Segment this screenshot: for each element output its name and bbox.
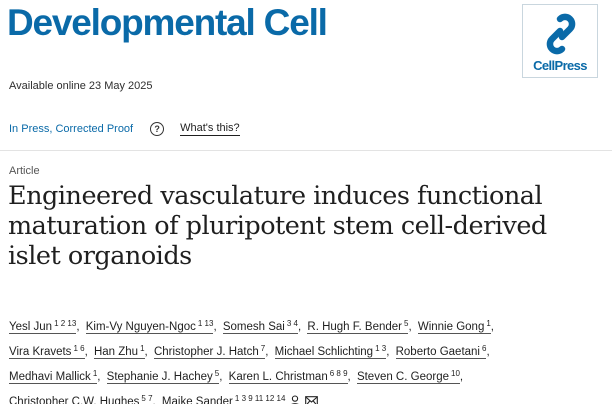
author-link[interactable]: Stephanie J. Hachey 5 [106,369,220,384]
article-title-line: Engineered vasculature induces functiona… [8,181,543,211]
author-link[interactable]: Medhavi Mallick 1 [9,369,98,384]
article-status-row: In Press, Corrected Proof ? What's this? [9,121,240,137]
author-link[interactable]: Christopher J. Hatch 7 [153,344,266,359]
question-circle-icon[interactable]: ? [150,122,165,136]
author-link[interactable]: Winnie Gong 1 [417,319,491,334]
author-link[interactable]: Michael Schlichting 1 3 [274,344,387,359]
article-type: Article [9,165,40,177]
article-title: Engineered vasculature induces functiona… [8,181,608,271]
article-title-line: islet organoids [8,241,192,271]
article-title-line: maturation of pluripotent stem cell-deri… [8,211,547,241]
author-link[interactable]: Christopher C.W. Hughes 5 7 [9,394,153,404]
availability-date: Available online 23 May 2025 [9,80,153,92]
author-list: Yesl Jun 1 2 13, Kim-Vy Nguyen-Ngoc 1 13, … [9,313,609,404]
cellpress-logo-text: CellPress [533,58,587,73]
author-link[interactable]: Somesh Sai 3 4 [222,319,298,334]
cellpress-mark-icon [546,13,576,55]
author-link[interactable]: Han Zhu 1 [93,344,145,359]
person-icon[interactable] [289,395,301,404]
journal-title[interactable]: Developmental Cell [7,2,328,43]
author-link[interactable]: Roberto Gaetani 6 [395,344,487,359]
cellpress-logo[interactable]: CellPress [522,4,598,78]
author-link[interactable]: Karen L. Christman 6 8 9 [228,369,348,384]
divider [0,150,612,151]
in-press-link[interactable]: In Press, Corrected Proof [9,123,134,135]
author-link[interactable]: Steven C. George 10 [356,369,460,384]
envelope-icon[interactable] [305,396,319,404]
whats-this-link[interactable]: What's this? [180,122,240,136]
author-link[interactable]: Maike Sander 1 3 9 11 12 14 [161,394,286,404]
author-link[interactable]: Vira Kravets 1 6 [9,344,85,359]
author-link[interactable]: R. Hugh F. Bender 5 [307,319,409,334]
author-link[interactable]: Yesl Jun 1 2 13 [9,319,77,334]
author-link[interactable]: Kim-Vy Nguyen-Ngoc 1 13 [85,319,214,334]
